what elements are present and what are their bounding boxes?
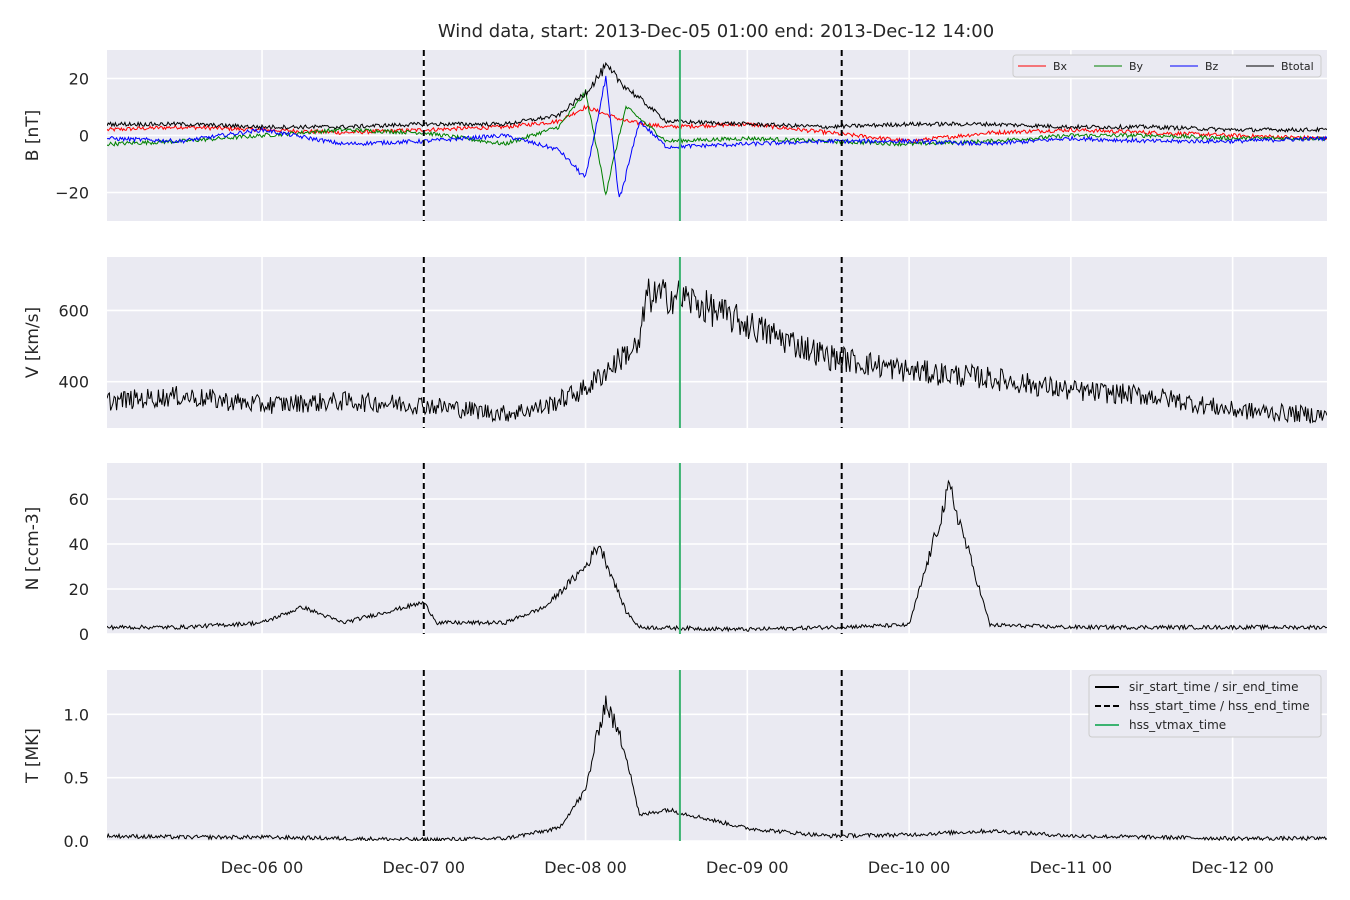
y-axis-label: V [km/s] — [23, 307, 43, 378]
y-tick-label: 60 — [69, 490, 89, 509]
y-tick-label: 1.0 — [64, 705, 89, 724]
legend-label: Bx — [1053, 60, 1068, 73]
y-tick-label: 0 — [79, 625, 89, 644]
y-tick-label: 0.5 — [64, 769, 89, 788]
x-tick-label: Dec-06 00 — [221, 858, 304, 877]
series-line-btotal — [107, 61, 1327, 133]
series-line-by — [107, 89, 1327, 196]
y-tick-label: 20 — [69, 580, 89, 599]
y-tick-label: −20 — [55, 184, 89, 203]
legend-label: hss_vtmax_time — [1129, 718, 1226, 732]
y-axis-label: B [nT] — [23, 110, 43, 162]
legend-label: By — [1129, 60, 1144, 73]
series-line-bz — [107, 75, 1327, 198]
panel-2: 400 600 V [km/s] — [23, 257, 1327, 428]
legend-frame — [1088, 674, 1322, 738]
legend-b-field: Bx By Bz Btotal — [1012, 54, 1322, 78]
y-axis-label: T [MK] — [23, 728, 43, 784]
x-tick-label: Dec-11 00 — [1030, 858, 1113, 877]
x-tick-label: Dec-07 00 — [383, 858, 466, 877]
legend-frame — [1012, 54, 1322, 78]
legend-label: Btotal — [1281, 60, 1314, 73]
y-tick-label: 20 — [69, 70, 89, 89]
panel-4: 0.0 0.5 1.0 T [MK] sir_start_time / sir_end_… — [23, 670, 1327, 851]
series-line-bx — [107, 104, 1327, 144]
y-tick-label: 40 — [69, 535, 89, 554]
y-axis-label: N [ccm-3] — [23, 507, 43, 591]
panel-1: −20 0 20 B [nT] Bx By Bz Btotal — [23, 50, 1327, 221]
x-tick-label: Dec-10 00 — [868, 858, 951, 877]
series-line-v — [107, 278, 1327, 424]
chart-title: Wind data, start: 2013-Dec-05 01:00 end:… — [438, 21, 994, 42]
panel-background — [107, 463, 1327, 634]
legend-label: sir_start_time / sir_end_time — [1129, 680, 1299, 694]
y-tick-label: 0 — [79, 127, 89, 146]
x-tick-label: Dec-12 00 — [1191, 858, 1274, 877]
x-tick-label: Dec-09 00 — [706, 858, 789, 877]
panel-3: 0 20 40 60 N [ccm-3] — [23, 463, 1327, 644]
panels: −20 0 20 B [nT] Bx By Bz Btotal 400 600 V [km/s] 0 2… — [23, 50, 1327, 877]
series-line-t — [107, 695, 1327, 841]
legend-event-lines: sir_start_time / sir_end_time hss_start_t… — [1088, 674, 1322, 738]
y-tick-label: 600 — [58, 301, 89, 320]
x-tick-label: Dec-08 00 — [544, 858, 627, 877]
legend-label: Bz — [1205, 60, 1219, 73]
series-line-n — [107, 479, 1327, 633]
legend-label: hss_start_time / hss_end_time — [1129, 699, 1310, 713]
y-tick-label: 0.0 — [64, 832, 89, 851]
y-tick-label: 400 — [58, 373, 89, 392]
